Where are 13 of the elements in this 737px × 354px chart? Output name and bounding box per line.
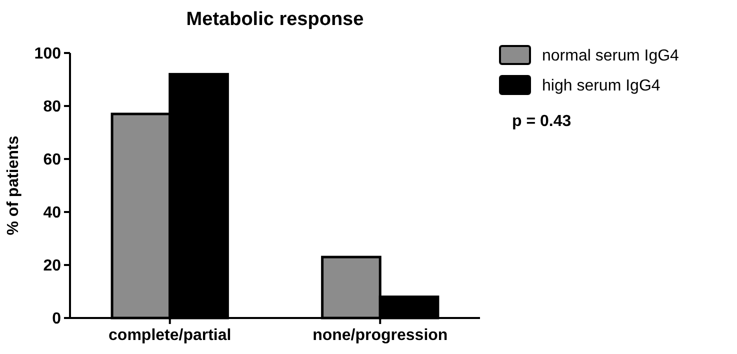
- chart-title: Metabolic response: [186, 9, 364, 30]
- y-tick-label: 20: [43, 258, 62, 275]
- y-tick-label: 100: [34, 46, 62, 63]
- y-axis-title: % of patients: [5, 136, 22, 236]
- legend-label: high serum IgG4: [542, 78, 660, 95]
- y-tick-label: 80: [43, 98, 62, 116]
- y-tick-label: 40: [43, 204, 62, 222]
- y-tick-label: 60: [43, 152, 62, 169]
- x-tick-label: complete/partial: [108, 327, 232, 344]
- y-tick-label: 0: [52, 310, 62, 328]
- legend-label: normal serum IgG4: [542, 48, 680, 65]
- text: p = 0.43: [512, 113, 572, 130]
- x-tick-label: none/progression: [312, 327, 448, 344]
